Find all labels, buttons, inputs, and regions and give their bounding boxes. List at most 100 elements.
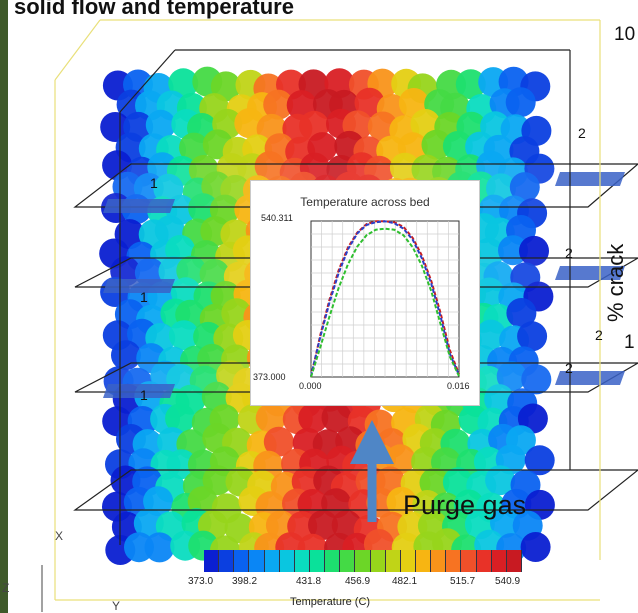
colorbar-cell (249, 550, 265, 572)
plane-slab (103, 279, 175, 293)
particle (517, 321, 548, 352)
colorbar-tick-label: 540.9 (495, 576, 521, 587)
particle (490, 507, 520, 538)
particle (263, 89, 294, 120)
particle (179, 132, 209, 163)
colorbar-cell (385, 550, 401, 572)
colorbar-tick-label: 373.0 (188, 576, 214, 587)
y-axis-label: % crack (603, 243, 628, 322)
plane-label: 2 (595, 327, 603, 343)
plane-slab (555, 371, 625, 385)
particle (110, 465, 141, 496)
series-line-2 (310, 220, 460, 377)
box-edge (119, 49, 176, 113)
plane-slab (555, 266, 625, 280)
slide-title: solid flow and temperature (14, 0, 294, 19)
particle (505, 87, 536, 118)
axis-letter: Z (2, 581, 9, 595)
plane-label: 1 (140, 289, 148, 305)
particle (473, 237, 504, 268)
colorbar-cell (310, 550, 326, 572)
colorbar-cell (325, 550, 341, 572)
particle (133, 508, 164, 539)
x-max-tick: 0.016 (447, 381, 470, 391)
colorbar-cell (340, 550, 356, 572)
particle (144, 532, 175, 563)
colorbar-cell (506, 550, 522, 572)
colorbar-tick-label: 398.2 (232, 576, 258, 587)
particle (165, 403, 196, 434)
plane-slab (103, 199, 175, 213)
colorbar-cell (476, 550, 492, 572)
particle (321, 402, 352, 433)
colorbar-cell (461, 550, 477, 572)
particle (166, 449, 197, 480)
axis-triad: X Y Z (2, 529, 120, 613)
particle (202, 465, 233, 496)
bounding-box (54, 19, 601, 601)
colorbar-cell (370, 550, 386, 572)
plane-label: 2 (565, 360, 573, 376)
right-mid-number: 1 (624, 332, 635, 353)
colorbar-tick-label: 431.8 (296, 576, 322, 587)
particle (485, 465, 516, 496)
series-line-3 (310, 227, 460, 378)
axis-letter: X (55, 529, 63, 543)
colorbar-cell (416, 550, 432, 572)
section-plane (73, 469, 638, 511)
slide-left-edge (0, 0, 8, 613)
particle (509, 172, 540, 203)
plane-label: 2 (565, 245, 573, 261)
plane-slab (103, 384, 175, 398)
colorbar-tick-label: 515.7 (450, 576, 476, 587)
box-edge (54, 19, 101, 81)
y-max-tick: 540.311 (261, 213, 293, 223)
particle (255, 403, 286, 434)
particle (168, 68, 199, 99)
plane-label-layer: 1 2 1 2 1 2 2 (140, 125, 603, 403)
axis-letter: Y (112, 599, 120, 613)
purge-gas-label: Purge gas (403, 490, 527, 520)
particle (188, 193, 219, 224)
inset-plot (310, 220, 460, 378)
particle (421, 129, 452, 160)
colorbar-tick-label: 482.1 (392, 576, 418, 587)
y-min-tick: 373.000 (253, 372, 286, 382)
colorbar-cell (355, 550, 371, 572)
colorbar-title: Temperature (C) (290, 596, 371, 608)
particle (442, 467, 473, 498)
inset-chart: Temperature across bed 540.311 373.000 0… (250, 180, 480, 406)
colorbar-cell (234, 550, 250, 572)
colorbar-cell (431, 550, 447, 572)
colorbar-tick-label: 456.9 (345, 576, 371, 587)
colorbar-cell (204, 550, 220, 572)
colorbar-cell (446, 550, 462, 572)
particle (389, 152, 420, 183)
colorbar-cell (491, 550, 507, 572)
particle (263, 426, 294, 457)
particle (168, 320, 199, 351)
particle (474, 277, 505, 308)
particle (298, 402, 329, 433)
x-min-tick: 0.000 (299, 381, 322, 391)
temperature-colorbar (204, 550, 522, 572)
inset-chart-title: Temperature across bed (300, 195, 430, 209)
colorbar-cell (294, 550, 310, 572)
particle (145, 109, 176, 140)
right-top-number: 10 (614, 24, 636, 45)
particle (442, 131, 473, 161)
particle (475, 319, 506, 350)
plane-label: 1 (150, 175, 158, 191)
colorbar-cell (219, 550, 235, 572)
colorbar-cell (400, 550, 416, 572)
particle (455, 69, 486, 100)
plane-slab (555, 172, 625, 186)
plane-label: 2 (578, 125, 586, 141)
particle (496, 361, 527, 392)
plane-label: 1 (140, 387, 148, 403)
particle (524, 445, 555, 476)
particle (520, 532, 551, 562)
particle (100, 112, 131, 142)
particle (506, 298, 537, 328)
colorbar-cell (264, 550, 280, 572)
